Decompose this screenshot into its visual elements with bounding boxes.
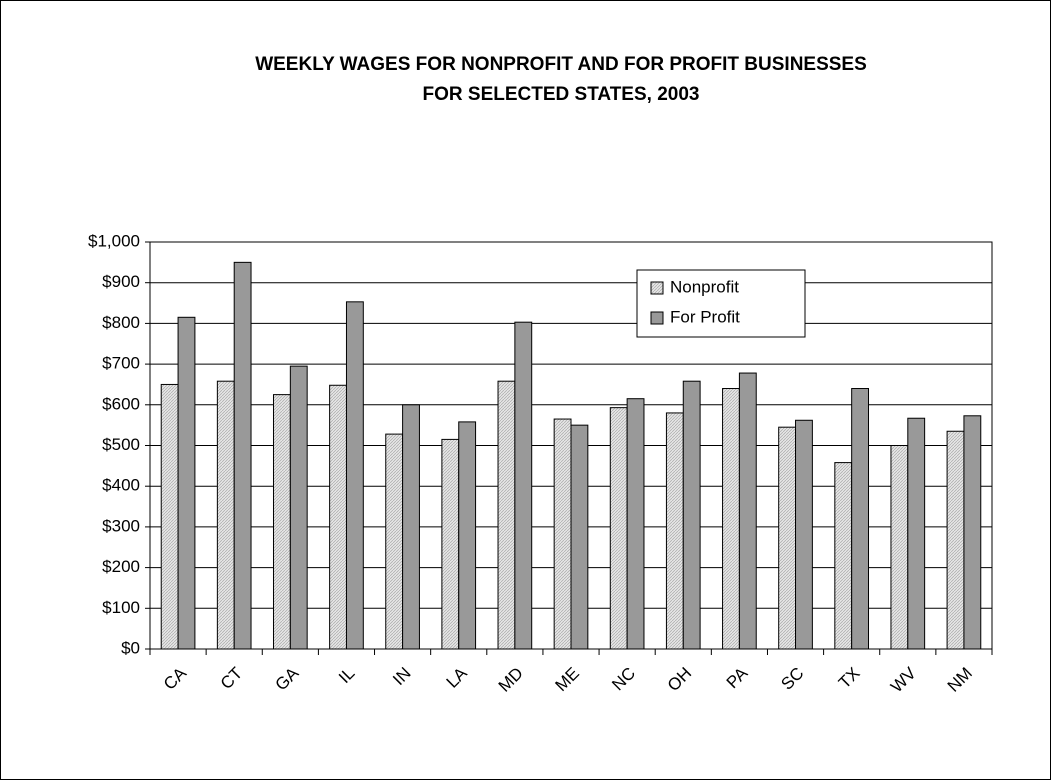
bar (216, 380, 235, 650)
bar (626, 398, 645, 650)
bar (329, 384, 347, 650)
bar (890, 445, 909, 650)
bar (233, 261, 252, 650)
chart-title: FOR SELECTED STATES, 2003 (423, 84, 700, 105)
bar (946, 430, 965, 650)
bar (682, 380, 701, 650)
bar (738, 372, 757, 650)
y-tick-label: $200 (102, 557, 140, 576)
y-tick-label: $0 (121, 638, 140, 657)
bar (834, 462, 853, 650)
bar (177, 316, 196, 650)
bar (345, 301, 364, 650)
chart-title: WEEKLY WAGES FOR NONPROFIT AND FOR PROFI… (255, 54, 867, 75)
bar (272, 394, 291, 650)
y-tick-label: $300 (102, 516, 140, 535)
bar (907, 417, 926, 650)
y-tick-label: $600 (102, 394, 140, 413)
y-tick-label: $400 (102, 476, 140, 495)
bar (722, 388, 740, 650)
bar (778, 426, 797, 650)
bar (441, 438, 460, 650)
bar (851, 388, 870, 650)
bar (160, 383, 179, 650)
legend-swatch (650, 281, 664, 295)
y-tick-label: $700 (102, 354, 140, 373)
bar (402, 404, 420, 650)
legend-box (636, 269, 806, 338)
bar (795, 419, 813, 650)
bar (514, 321, 533, 650)
bar (458, 421, 477, 650)
y-tick-label: $800 (102, 313, 140, 332)
bar (385, 433, 404, 650)
y-tick-label: $500 (102, 435, 140, 454)
legend-label: For Profit (670, 307, 740, 326)
y-tick-label: $100 (102, 598, 140, 617)
y-tick-label: $900 (102, 272, 140, 291)
bar (497, 380, 516, 650)
bar (289, 365, 308, 650)
legend-swatch (650, 311, 664, 325)
legend-label: Nonprofit (670, 277, 739, 296)
bar (553, 418, 572, 650)
y-tick-label: $1,000 (88, 231, 140, 250)
bar (665, 412, 684, 650)
bar (609, 407, 628, 650)
bar (570, 424, 589, 650)
bar (963, 415, 982, 650)
